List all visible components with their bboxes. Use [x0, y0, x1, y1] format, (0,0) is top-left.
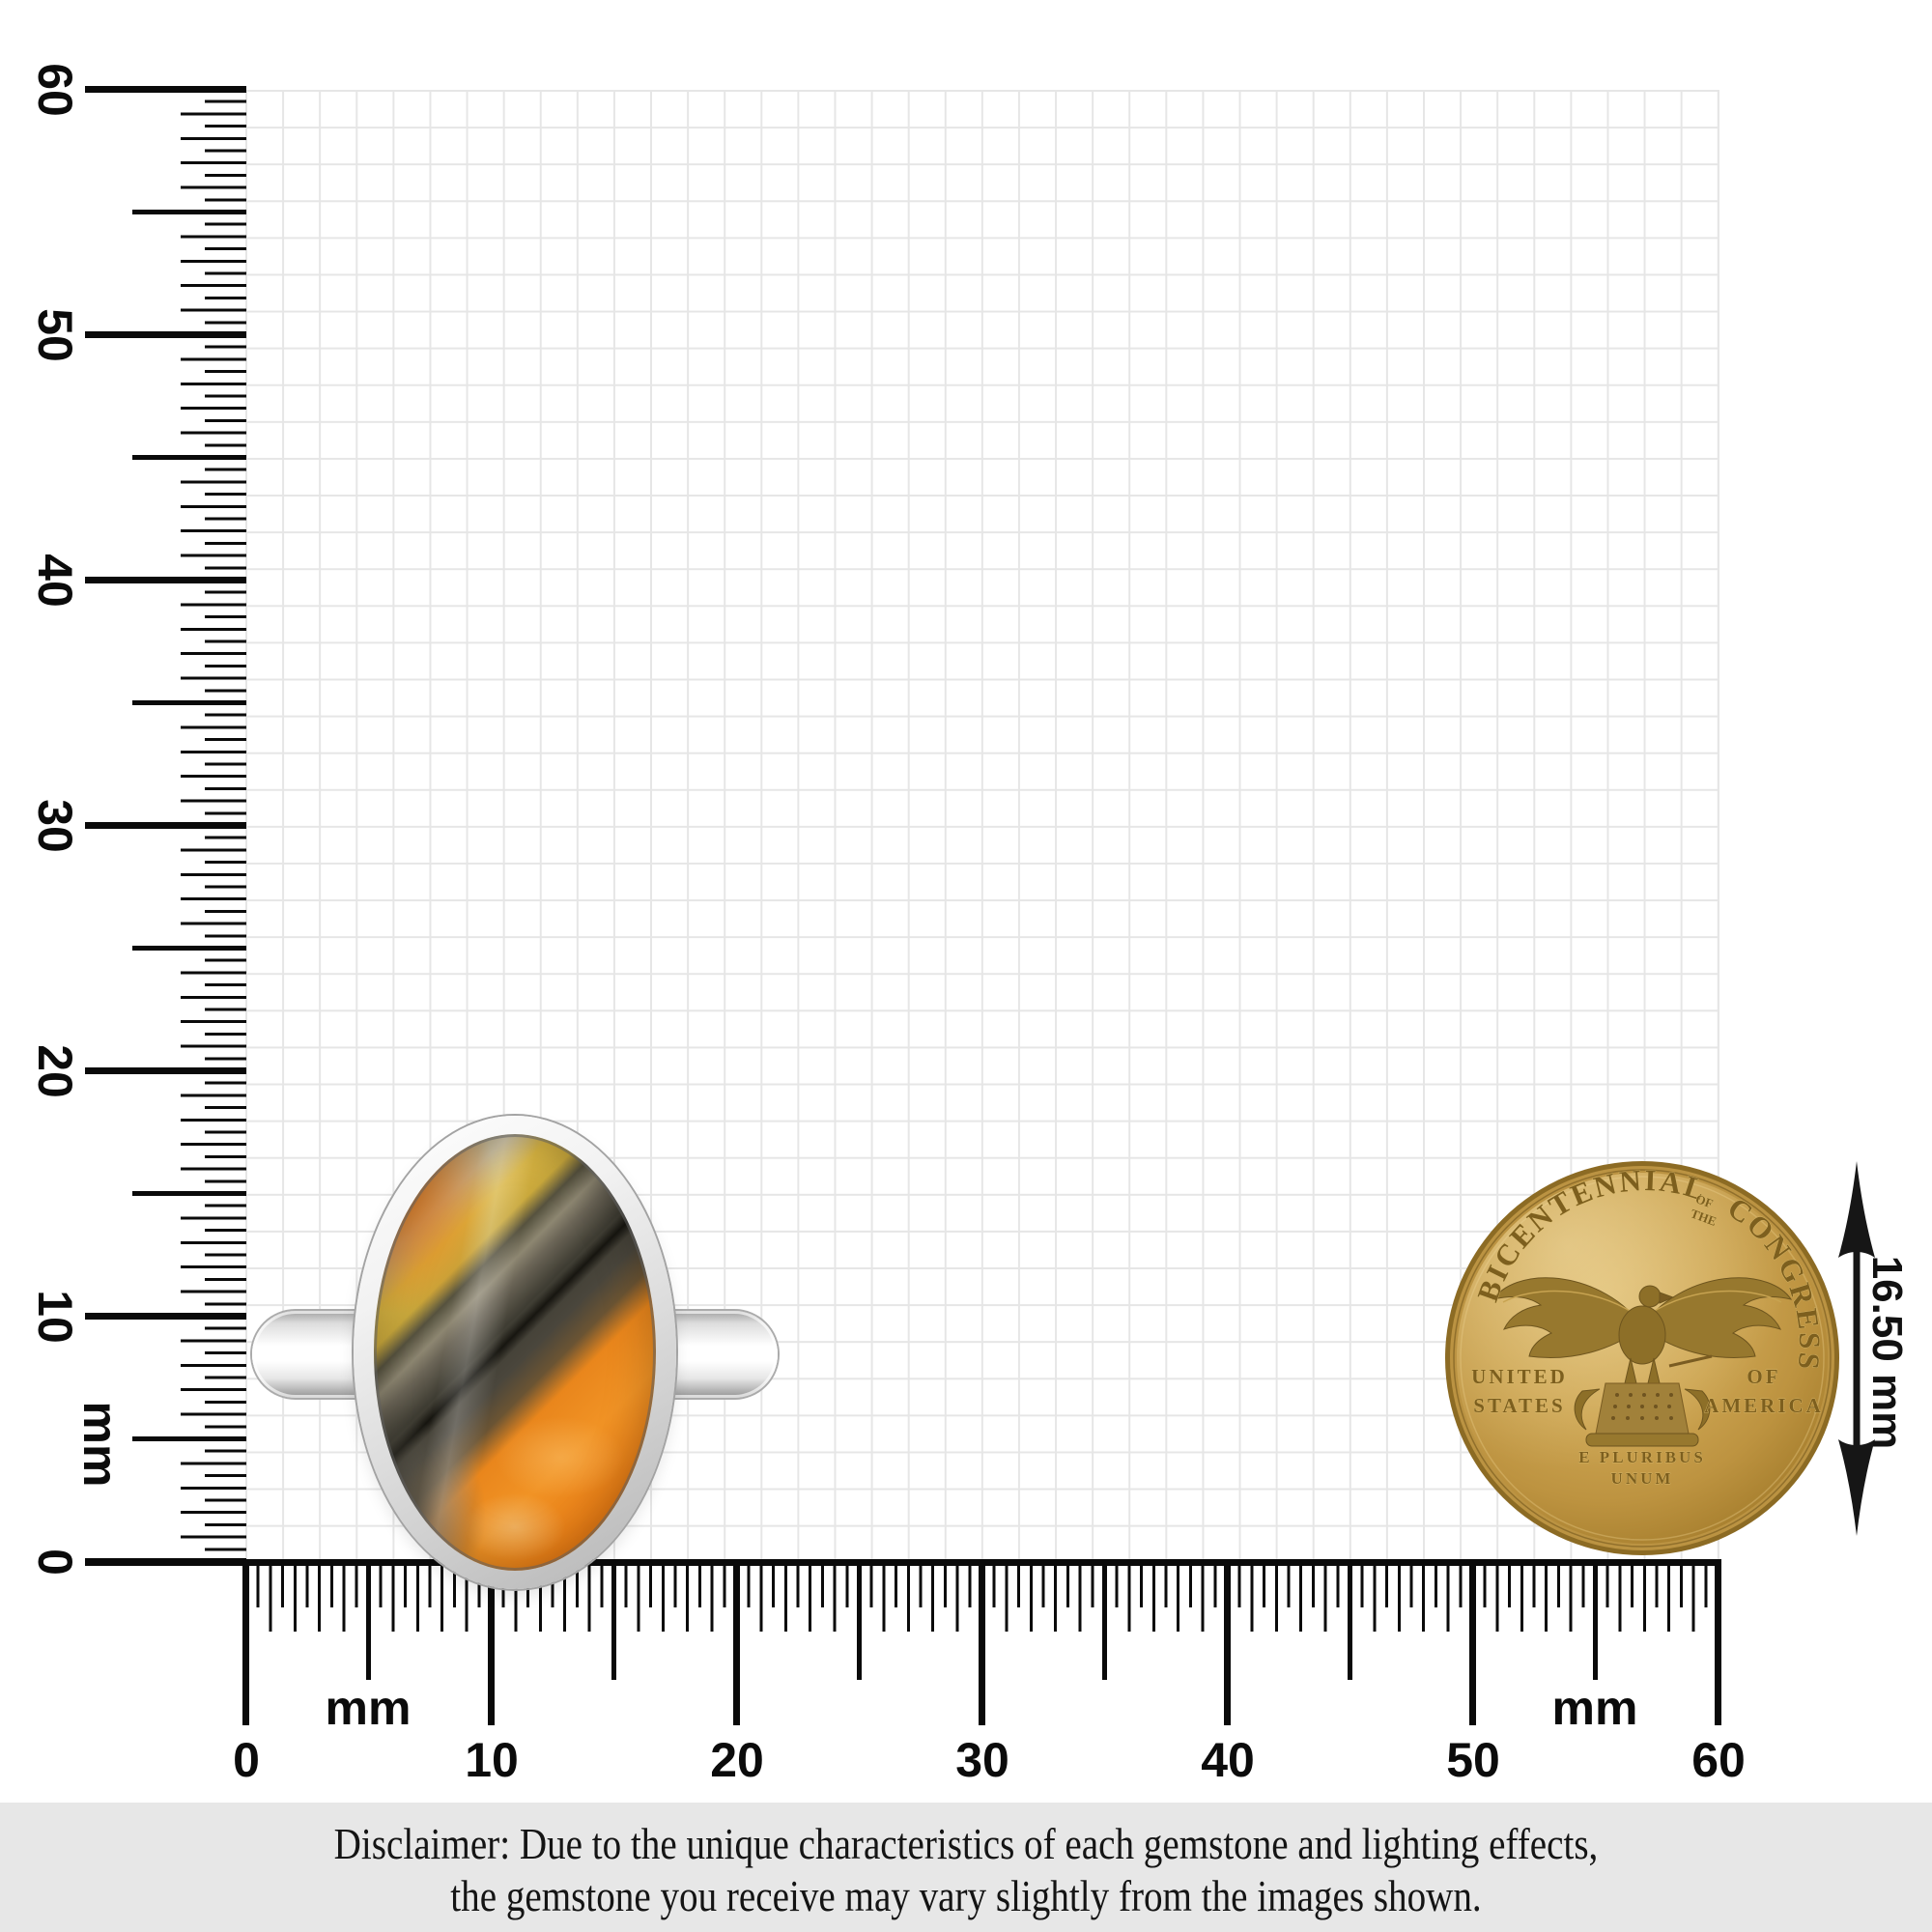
- disclaimer-line-1: Disclaimer: Due to the unique characteri…: [333, 1819, 1599, 1868]
- vertical-ruler-label-0: 0: [28, 1548, 82, 1576]
- horizontal-ruler-label-20: 20: [710, 1733, 764, 1787]
- horizontal-ruler-label-50: 50: [1446, 1733, 1500, 1787]
- coin-diameter-label: 16.50 mm: [1863, 1255, 1911, 1450]
- coin-text-states: STATES: [1473, 1394, 1565, 1417]
- eagle-emblem: [1492, 1277, 1793, 1447]
- horizontal-ruler-label-40: 40: [1201, 1733, 1255, 1787]
- horizontal-ruler-label-10: 10: [465, 1733, 519, 1787]
- coin-text-of: OF: [1747, 1365, 1780, 1388]
- vertical-ruler-label-20: 20: [28, 1044, 82, 1098]
- horizontal-ruler-label-30: 30: [955, 1733, 1009, 1787]
- coin-text-of-small: OF: [1693, 1191, 1715, 1210]
- coin: BICENTENNIAL CONGRESS OF THE FIVE DOLLAR…: [1445, 1161, 1839, 1555]
- measurement-arrow: [1838, 1161, 1875, 1536]
- vertical-ruler-label-30: 30: [28, 799, 82, 853]
- horizontal-ruler-unit-label-left: mm: [325, 1681, 412, 1735]
- bumblebee-jasper-stone: [374, 1134, 656, 1571]
- coin-text-e-pluribus: E PLURIBUS: [1578, 1448, 1706, 1466]
- coin-text-unum: UNUM: [1611, 1469, 1674, 1488]
- vertical-ruler-unit-label: mm: [73, 1401, 128, 1488]
- disclaimer-line-2: the gemstone you receive may vary slight…: [450, 1871, 1482, 1920]
- coin-text-united: UNITED: [1471, 1365, 1568, 1388]
- vertical-ruler-label-60: 60: [28, 63, 82, 117]
- disclaimer-strip: Disclaimer: Due to the unique characteri…: [0, 1803, 1932, 1932]
- vertical-ruler-label-10: 10: [28, 1290, 82, 1344]
- horizontal-ruler-baseline: [85, 1559, 1721, 1566]
- coin-text-america: AMERICA: [1704, 1394, 1824, 1417]
- horizontal-ruler-label-60: 60: [1691, 1733, 1746, 1787]
- vertical-ruler-label-40: 40: [28, 554, 82, 608]
- horizontal-ruler-label-0: 0: [233, 1733, 260, 1787]
- horizontal-ruler-unit-label-right: mm: [1551, 1681, 1638, 1735]
- vertical-ruler-half-mm-ticks: [205, 88, 246, 1563]
- vertical-ruler-label-50: 50: [28, 308, 82, 362]
